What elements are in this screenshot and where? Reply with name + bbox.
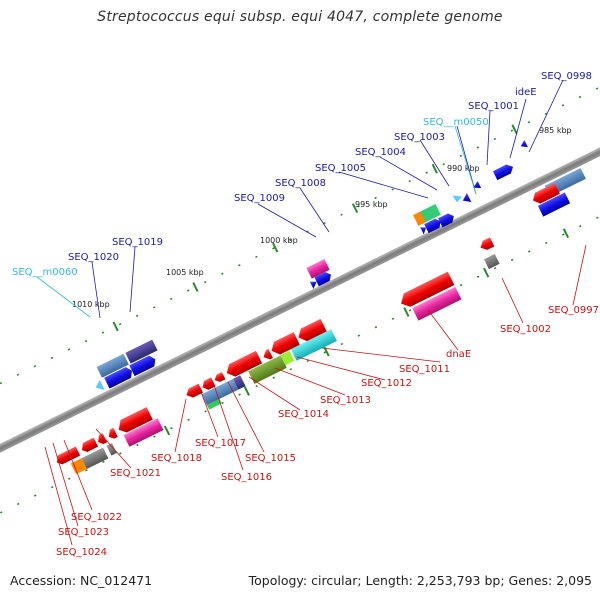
label-seq1003[interactable]: SEQ_1003 <box>394 132 445 143</box>
genome-track <box>0 61 600 539</box>
gene-seq1011[interactable] <box>308 329 337 352</box>
gene-seq1016-b[interactable] <box>232 375 246 390</box>
gene-seq1008[interactable] <box>306 258 330 279</box>
gene-seq1002[interactable] <box>478 237 495 252</box>
label-seq1023[interactable]: SEQ_1023 <box>58 527 109 538</box>
forward-label-group: SEQ_0998 ideE SEQ_1001 SEQ_1003 SEQ_1004… <box>68 71 592 263</box>
gene-seq1017-b[interactable] <box>213 372 226 384</box>
tick-labels: 985 kbp 990 kbp 995 kbp 1000 kbp 1005 kb… <box>72 126 572 309</box>
gene-seq0997-b[interactable] <box>537 192 571 217</box>
genome-backbone <box>0 97 600 503</box>
gene-seq1012[interactable] <box>295 318 327 344</box>
gene-seq1004[interactable] <box>419 204 441 223</box>
label-seq1005[interactable]: SEQ_1005 <box>315 163 366 174</box>
gene-seq1005-a[interactable] <box>413 211 426 226</box>
gene-seq0997[interactable] <box>530 183 560 206</box>
label-seq1014[interactable]: SEQ_1014 <box>278 409 329 420</box>
gene-seq1005[interactable] <box>424 217 443 234</box>
gene-seq1015[interactable] <box>224 350 263 380</box>
gene-seq1022[interactable] <box>106 427 118 441</box>
gene-seq1011-b[interactable] <box>290 339 317 361</box>
tick-990: 990 kbp <box>447 164 480 173</box>
gene-seq1024-b[interactable] <box>106 443 117 456</box>
gene-seq1018-b[interactable] <box>201 386 224 406</box>
rna-m0050[interactable] <box>452 192 464 203</box>
label-seq1019[interactable]: SEQ_1019 <box>112 237 163 248</box>
gene-seq1014[interactable] <box>261 349 273 362</box>
label-seq1015[interactable]: SEQ_1015 <box>245 453 296 464</box>
gene-seq1014-b[interactable] <box>280 350 295 366</box>
rna-m0060-leader <box>36 276 91 318</box>
label-m0050[interactable]: SEQ__m0050 <box>423 117 489 128</box>
gene-seq1001[interactable] <box>471 180 482 191</box>
gene-seq1003[interactable] <box>461 192 472 205</box>
label-seq1002[interactable]: SEQ_1002 <box>500 324 551 335</box>
label-seq1008[interactable]: SEQ_1008 <box>275 178 326 189</box>
label-seq1004[interactable]: SEQ_1004 <box>355 147 406 158</box>
gene-seq0998[interactable] <box>519 140 528 150</box>
label-seq1017[interactable]: SEQ_1017 <box>195 438 246 449</box>
gene-seq1018[interactable] <box>200 377 216 391</box>
gene-seq1024-d[interactable] <box>70 458 87 475</box>
gene-idee[interactable] <box>492 162 515 181</box>
rna-m0060[interactable] <box>93 380 105 393</box>
gene-seq1024[interactable] <box>79 437 99 454</box>
label-seq1018[interactable]: SEQ_1018 <box>151 453 202 464</box>
tick-1010: 1010 kbp <box>72 300 110 309</box>
gene-seq1019-b[interactable] <box>129 354 158 377</box>
gene-dnae[interactable] <box>398 271 455 310</box>
gene-seq1002-b[interactable] <box>483 253 500 270</box>
label-dnae[interactable]: dnaE <box>446 349 471 360</box>
label-seq1012[interactable]: SEQ_1012 <box>361 378 412 389</box>
gene-seq1023[interactable] <box>95 433 108 446</box>
gene-seq1019[interactable] <box>125 339 158 364</box>
tick-995: 995 kbp <box>355 200 388 209</box>
gene-seq1005-b[interactable] <box>438 212 456 228</box>
gene-seq1021[interactable] <box>115 407 153 435</box>
label-seq0998[interactable]: SEQ_0998 <box>541 71 592 82</box>
gene-seq1005-c[interactable] <box>420 225 428 235</box>
gene-seq1024-c[interactable] <box>81 447 109 469</box>
label-idee[interactable]: ideE <box>515 87 537 98</box>
gene-seq1018-d[interactable] <box>184 383 203 400</box>
accession-text: Accession: NC_012471 <box>10 573 153 588</box>
label-seq1024[interactable]: SEQ_1024 <box>56 547 107 558</box>
forward-features <box>93 140 528 393</box>
label-seq1016[interactable]: SEQ_1016 <box>221 472 272 483</box>
gene-dnae-b[interactable] <box>412 286 462 321</box>
tick-1005: 1005 kbp <box>166 268 204 277</box>
gene-seq1016[interactable] <box>248 355 287 384</box>
gene-seq1009-b[interactable] <box>309 279 319 289</box>
tick-1000: 1000 kbp <box>260 236 298 245</box>
label-seq1021[interactable]: SEQ_1021 <box>110 468 161 479</box>
label-seq1020[interactable]: SEQ_1020 <box>68 252 119 263</box>
forward-tick-row <box>0 61 600 435</box>
label-seq1011[interactable]: SEQ_1011 <box>399 364 450 375</box>
gene-seq1013[interactable] <box>268 332 300 357</box>
reverse-label-group: SEQ_0997 SEQ_1002 dnaE SEQ_1011 SEQ_1012… <box>56 305 599 558</box>
label-seq1022[interactable]: SEQ_1022 <box>71 512 122 523</box>
gene-seq1020-b[interactable] <box>104 365 134 389</box>
gene-seq1020[interactable] <box>96 353 129 378</box>
label-seq1009[interactable]: SEQ_1009 <box>234 193 285 204</box>
label-m0060[interactable]: SEQ__m0060 <box>12 267 78 278</box>
map-title: Streptococcus equi subsp. equi 4047, com… <box>97 9 503 25</box>
tick-985: 985 kbp <box>539 126 572 135</box>
gene-seq1021-b[interactable] <box>123 418 164 447</box>
reverse-features <box>54 168 586 475</box>
gene-seq1017[interactable] <box>217 378 239 398</box>
reverse-tick-row <box>0 165 600 539</box>
gene-seq1024-e[interactable] <box>54 446 81 467</box>
gene-seq1018-c[interactable] <box>206 398 222 410</box>
topology-text: Topology: circular; Length: 2,253,793 bp… <box>248 573 592 588</box>
reverse-leaders <box>44 244 587 546</box>
label-seq1001[interactable]: SEQ_1001 <box>468 101 519 112</box>
rna-m0050-leader <box>454 125 477 195</box>
label-seq1013[interactable]: SEQ_1013 <box>320 395 371 406</box>
gene-seq1009[interactable] <box>314 270 333 287</box>
label-seq0997[interactable]: SEQ_0997 <box>548 305 599 316</box>
